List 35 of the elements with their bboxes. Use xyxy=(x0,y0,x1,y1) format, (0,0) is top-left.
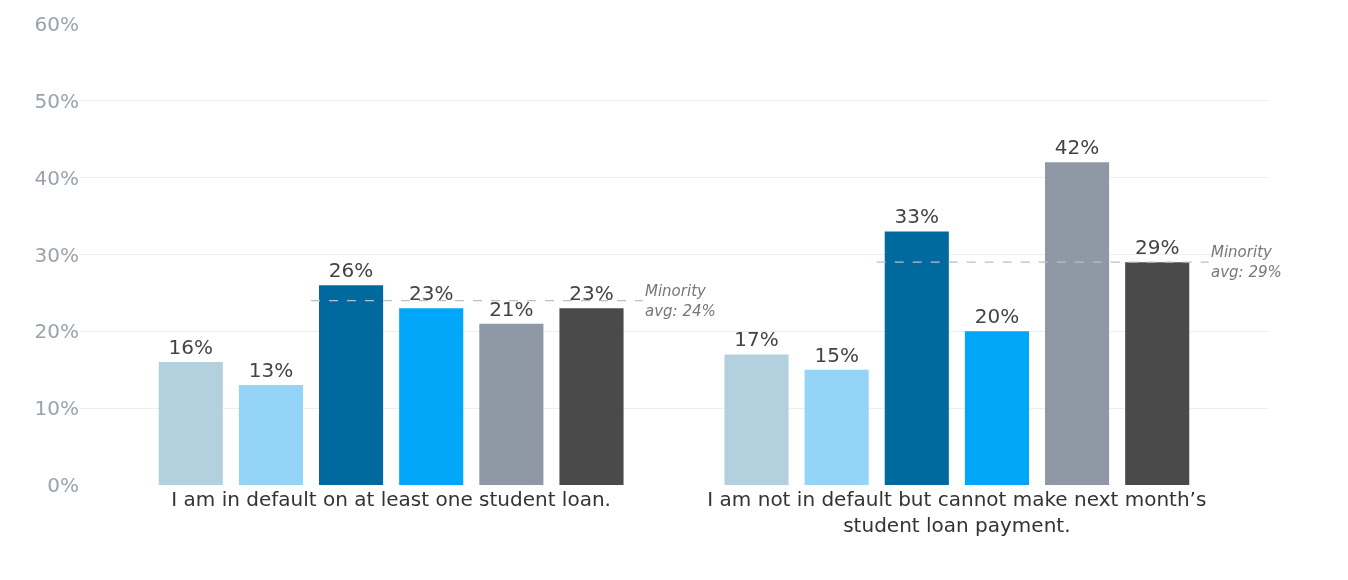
bar xyxy=(559,308,624,485)
bar xyxy=(724,354,789,485)
ref-line-label: Minority avg: 29% xyxy=(1211,243,1282,281)
text: 29% xyxy=(1134,235,1180,260)
y-tick-label: 40% xyxy=(34,165,79,190)
text: 13% xyxy=(248,358,294,383)
y-tick-label: 0% xyxy=(47,473,79,497)
bar xyxy=(479,323,544,485)
bar xyxy=(238,385,303,485)
bar xyxy=(964,331,1029,485)
bar xyxy=(319,285,384,485)
x-tick-label: I am not in default but cannot make next month’s student loan payment. xyxy=(707,487,1207,537)
text: 33% xyxy=(894,204,940,229)
ref-line-label: Minority avg: 24% xyxy=(645,282,716,320)
text: 42% xyxy=(1054,135,1100,160)
y-tick-label: 30% xyxy=(34,242,79,267)
y-tick-label: 60% xyxy=(34,12,79,36)
text: 21% xyxy=(489,296,534,321)
y-tick-label: 10% xyxy=(34,396,79,421)
bar xyxy=(884,231,949,485)
bar xyxy=(1125,262,1190,485)
text: 26% xyxy=(328,258,374,283)
x-tick-label: I am in default on at least one student loan. xyxy=(171,487,611,511)
text: 23% xyxy=(408,281,454,306)
bar xyxy=(1045,162,1110,485)
text: 23% xyxy=(569,281,614,306)
text: 16% xyxy=(168,335,214,360)
text: 15% xyxy=(814,342,859,367)
bar xyxy=(804,369,869,485)
text: 20% xyxy=(974,304,1020,329)
y-tick-label: 50% xyxy=(34,88,79,113)
bar xyxy=(158,362,223,485)
text: 17% xyxy=(734,327,779,352)
bar xyxy=(399,308,464,485)
y-tick-label: 20% xyxy=(34,319,79,344)
